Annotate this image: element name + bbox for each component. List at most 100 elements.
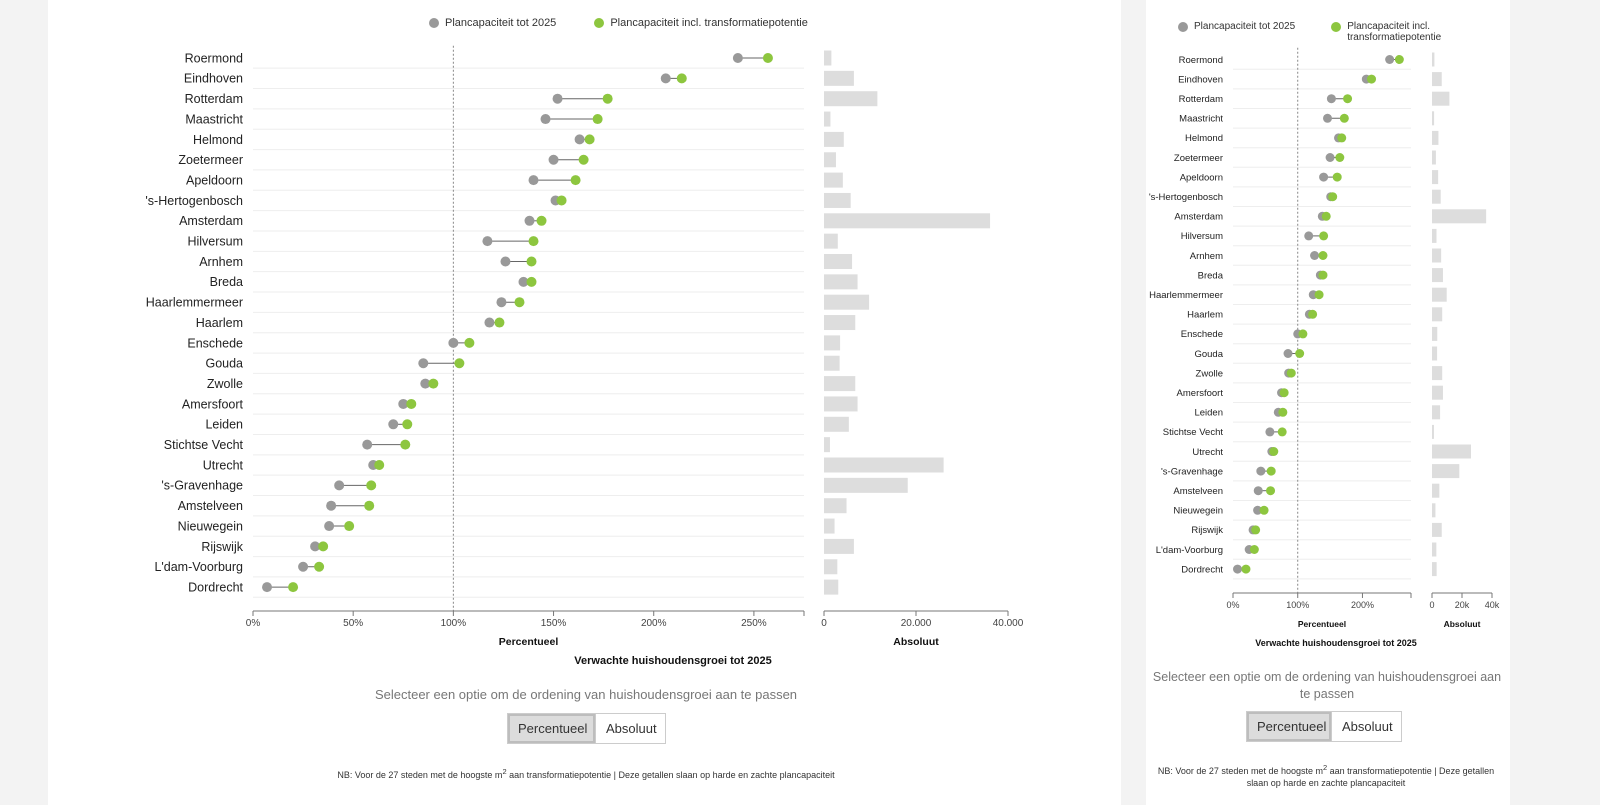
- city-label: Dordrecht: [188, 580, 243, 594]
- bar-absolute: [824, 457, 944, 473]
- dot-series-a: [1326, 94, 1336, 104]
- legend-dot-grey: [429, 18, 439, 28]
- legend-item-series-a: Plancapaciteit tot 2025: [429, 17, 556, 29]
- city-label: Helmond: [193, 133, 243, 147]
- tick-label-percent: 100%: [441, 618, 467, 629]
- tick-label-percent: 0%: [1226, 600, 1239, 610]
- dot-series-b: [1321, 211, 1331, 221]
- dot-series-b: [526, 276, 537, 287]
- dot-series-b: [1394, 55, 1404, 64]
- dot-series-b: [514, 297, 525, 308]
- absoluut-button[interactable]: Absoluut: [595, 714, 665, 743]
- city-label: Dordrecht: [1181, 564, 1223, 575]
- tick-label-absolute: 0: [1429, 600, 1434, 610]
- footnote: NB: Voor de 27 steden met de hoogste m2 …: [48, 767, 1124, 780]
- dot-series-a: [1265, 427, 1275, 437]
- city-label: Zwolle: [1196, 368, 1223, 379]
- tick-label-absolute: 0: [821, 618, 827, 629]
- dot-series-a: [398, 398, 409, 409]
- city-label: Eindhoven: [184, 72, 243, 86]
- bar-absolute: [1432, 248, 1442, 263]
- city-label: Leiden: [1194, 408, 1223, 419]
- city-label: Amersfoort: [182, 397, 244, 411]
- dot-series-b: [1367, 74, 1377, 84]
- axis-label-absoluut: Absoluut: [893, 636, 939, 648]
- bar-absolute: [824, 477, 908, 493]
- dot-series-b: [428, 378, 439, 389]
- dot-series-b: [374, 460, 385, 470]
- dot-series-a: [496, 297, 507, 308]
- dot-series-b: [1339, 113, 1349, 123]
- bar-absolute: [1432, 170, 1439, 185]
- bar-absolute: [1432, 91, 1450, 106]
- bar-absolute: [824, 355, 840, 371]
- city-label: L'dam-Voorburg: [1156, 545, 1223, 556]
- dot-series-b: [1318, 270, 1328, 280]
- bar-absolute: [1432, 72, 1442, 87]
- city-label: Amersfoort: [1177, 388, 1224, 399]
- dot-series-a: [1310, 251, 1320, 260]
- dot-series-a: [1253, 486, 1263, 496]
- bar-absolute: [824, 131, 844, 147]
- city-label: Amsterdam: [179, 214, 243, 228]
- city-label: Rotterdam: [185, 92, 243, 106]
- dot-series-b: [402, 419, 413, 430]
- city-label: Arnhem: [1190, 251, 1223, 262]
- city-label: Breda: [1198, 270, 1224, 281]
- absoluut-button-narrow[interactable]: Absoluut: [1331, 712, 1401, 741]
- legend-dot-green: [1331, 22, 1342, 32]
- dot-series-b: [314, 561, 325, 572]
- dot-series-a: [500, 256, 511, 267]
- percentueel-button[interactable]: Percentueel: [508, 714, 595, 743]
- city-label: Haarlem: [1187, 310, 1223, 321]
- dot-series-b: [1259, 505, 1269, 515]
- chart-title: Verwachte huishoudensgroei tot 2025: [1255, 638, 1417, 648]
- percentueel-button-narrow[interactable]: Percentueel: [1247, 712, 1331, 741]
- dot-series-a: [482, 236, 493, 247]
- bar-absolute: [1432, 542, 1437, 557]
- dot-series-a: [540, 114, 551, 125]
- footnote-narrow-prefix: NB: Voor de 27 steden met de hoogste m: [1157, 766, 1323, 776]
- tick-label-percent: 150%: [541, 618, 567, 629]
- dot-series-b: [1286, 368, 1296, 378]
- dot-series-b: [288, 582, 299, 593]
- bar-absolute: [1432, 150, 1436, 165]
- bar-absolute: [824, 579, 839, 595]
- dot-series-a: [1385, 55, 1395, 64]
- dot-series-a: [660, 73, 671, 84]
- bar-absolute: [1432, 268, 1443, 283]
- bar-absolute: [824, 315, 856, 331]
- city-label: Hilversum: [1181, 231, 1223, 242]
- bar-absolute: [824, 518, 835, 534]
- dot-series-b: [592, 114, 603, 125]
- tick-label-percent: 100%: [1286, 600, 1309, 610]
- bar-absolute: [824, 152, 836, 168]
- dot-series-a: [548, 154, 559, 165]
- city-label: Hilversum: [187, 235, 243, 249]
- bar-absolute: [1432, 346, 1438, 361]
- footnote-sup: 2: [502, 767, 507, 776]
- dot-series-a: [484, 317, 495, 328]
- ordering-prompt-narrow: Selecteer een optie om de ordening van h…: [1152, 670, 1502, 701]
- city-label: Eindhoven: [1178, 74, 1223, 85]
- bar-absolute: [1432, 385, 1443, 400]
- bar-absolute: [1432, 111, 1435, 126]
- legend-label-series-a: Plancapaciteit tot 2025: [445, 17, 557, 29]
- bar-absolute: [824, 437, 830, 453]
- dot-series-b: [406, 398, 417, 409]
- bar-absolute: [1432, 405, 1441, 420]
- axis-label-percentueel: Percentueel: [1298, 619, 1346, 629]
- dot-series-b: [1251, 525, 1261, 535]
- bar-absolute: [824, 396, 858, 412]
- ordering-toggle-narrow: Percentueel Absoluut: [1246, 711, 1402, 742]
- tick-label-absolute: 20.000: [901, 618, 932, 629]
- dot-series-a: [298, 561, 309, 572]
- city-label: Stichtse Vecht: [164, 438, 244, 452]
- city-label: Rijswijk: [1191, 525, 1223, 536]
- city-label: Gouda: [1194, 349, 1223, 360]
- tick-label-absolute: 40k: [1485, 600, 1500, 610]
- city-label: Arnhem: [199, 255, 243, 269]
- dot-series-a: [1233, 564, 1243, 574]
- dot-series-b: [1279, 388, 1289, 398]
- city-label: Haarlemmermeer: [146, 296, 243, 310]
